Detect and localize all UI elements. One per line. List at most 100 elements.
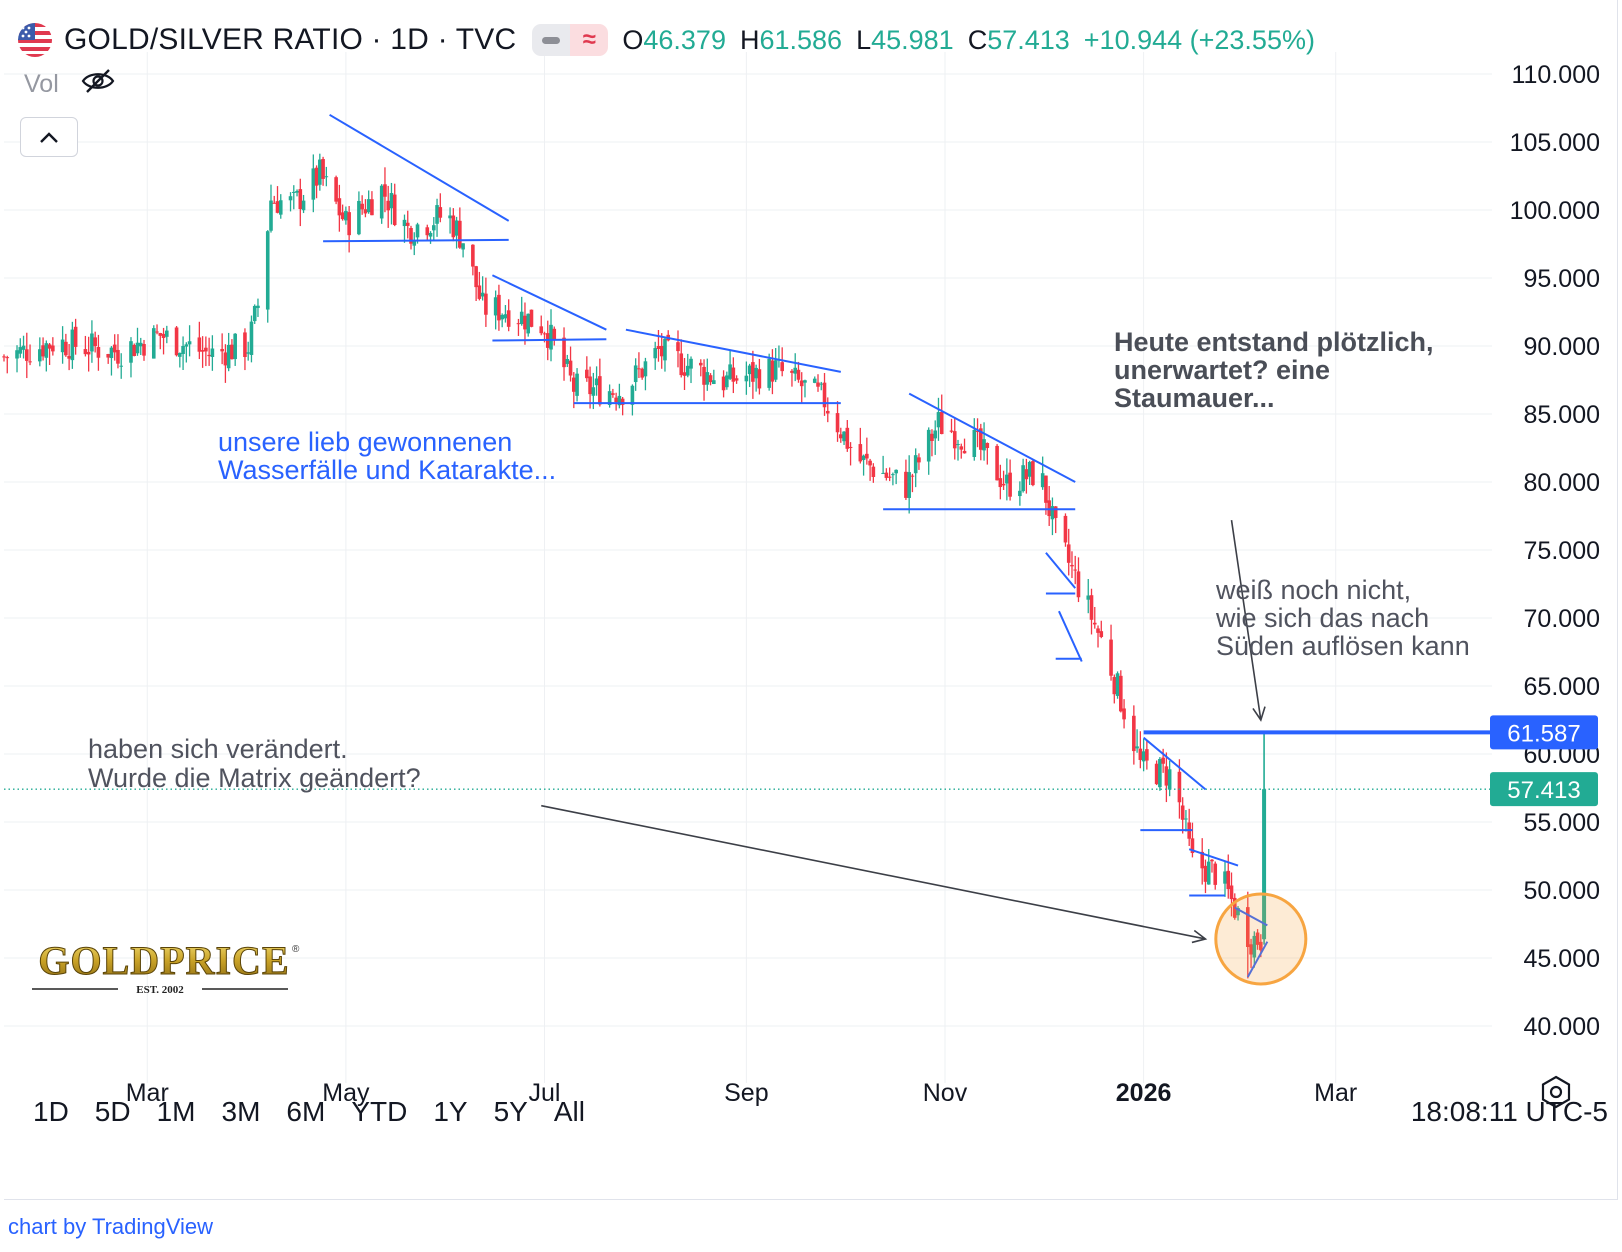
candle-body bbox=[865, 453, 869, 459]
candle-body bbox=[1047, 500, 1051, 517]
candle-body bbox=[617, 395, 622, 406]
candle-body bbox=[568, 360, 573, 376]
candle-body bbox=[1210, 859, 1214, 862]
range-button-1y[interactable]: 1Y bbox=[433, 1096, 468, 1127]
candle-body bbox=[985, 442, 990, 449]
candle-body bbox=[868, 460, 872, 466]
x-tick-label: Sep bbox=[724, 1079, 768, 1107]
candle-body bbox=[181, 345, 185, 354]
goldprice-logo: GOLDPRICE ® EST. 2002 bbox=[30, 938, 300, 996]
candle-body bbox=[705, 372, 710, 385]
candle-body bbox=[751, 362, 755, 382]
candle-body bbox=[249, 321, 254, 355]
candle-body bbox=[979, 428, 983, 450]
range-button-6m[interactable]: 6M bbox=[286, 1096, 326, 1127]
candle-body bbox=[220, 348, 224, 352]
trendlines[interactable] bbox=[323, 113, 1492, 978]
candle-body bbox=[344, 210, 348, 221]
symbol-title[interactable]: GOLD/SILVER RATIO · 1D · TVC bbox=[64, 23, 517, 56]
candle-body bbox=[1213, 863, 1218, 885]
candle-body bbox=[109, 347, 114, 359]
candle-body bbox=[428, 232, 433, 237]
candle-body bbox=[542, 333, 547, 335]
candle-body bbox=[685, 365, 690, 376]
candle-body bbox=[73, 326, 78, 347]
price-tag-box bbox=[1490, 772, 1598, 807]
approx-icon[interactable]: ≈ bbox=[570, 24, 609, 56]
candle-body bbox=[689, 358, 693, 369]
axis-settings-icon[interactable] bbox=[1541, 1075, 1571, 1109]
candle-body bbox=[379, 185, 384, 219]
candle-body bbox=[1005, 474, 1009, 484]
candle-body bbox=[698, 362, 703, 366]
candle-body bbox=[161, 333, 166, 338]
candle-body bbox=[70, 329, 75, 361]
candle-body bbox=[796, 369, 801, 380]
candle-body bbox=[28, 361, 32, 363]
tradingview-credit[interactable]: chart by TradingView bbox=[8, 1214, 214, 1239]
candle-body bbox=[272, 202, 277, 204]
candle-body bbox=[565, 358, 570, 364]
candle-body bbox=[207, 354, 211, 357]
candle-body bbox=[519, 311, 524, 325]
highlight-circle[interactable] bbox=[1214, 892, 1308, 986]
candle-body bbox=[226, 344, 231, 369]
candle-body bbox=[311, 168, 316, 200]
x-tick-label: Mar bbox=[126, 1079, 169, 1107]
range-button-all[interactable]: All bbox=[553, 1096, 585, 1127]
candle-body bbox=[1138, 748, 1143, 760]
candle-body bbox=[412, 241, 417, 246]
y-tick-label: 45.000 bbox=[1524, 945, 1600, 973]
range-button-5y[interactable]: 5Y bbox=[493, 1096, 528, 1127]
arrows[interactable] bbox=[541, 519, 1266, 944]
range-button-1m[interactable]: 1M bbox=[156, 1096, 196, 1127]
arrow-head bbox=[1252, 706, 1266, 722]
candle-body bbox=[630, 385, 635, 405]
trendline bbox=[492, 338, 607, 342]
eye-off-icon[interactable] bbox=[81, 68, 115, 101]
ohlc-open: O46.379 bbox=[622, 25, 726, 56]
candle-body bbox=[1122, 708, 1126, 720]
x-tick-label: May bbox=[322, 1079, 370, 1107]
clock: 18:08:11 UTC-5 bbox=[1410, 1096, 1608, 1127]
candle-body bbox=[2, 356, 6, 358]
trendline bbox=[1142, 736, 1207, 791]
ohlc-open-key: O bbox=[622, 24, 644, 55]
candle-body bbox=[135, 342, 140, 354]
candle-body bbox=[637, 368, 641, 370]
candle-body bbox=[1145, 749, 1149, 761]
chevron-up-icon bbox=[39, 123, 59, 151]
candle-body bbox=[301, 200, 306, 211]
candle-body bbox=[861, 455, 866, 460]
range-button-3m[interactable]: 3M bbox=[221, 1096, 261, 1127]
candle-body bbox=[939, 412, 944, 435]
candle-body bbox=[503, 314, 508, 319]
chart-type-pill[interactable]: ≈ bbox=[532, 24, 609, 56]
candle-body bbox=[295, 190, 299, 193]
candle-body bbox=[337, 198, 342, 216]
x-tick-label: Nov bbox=[923, 1079, 968, 1107]
candle-body bbox=[887, 476, 892, 478]
candle-body bbox=[386, 200, 391, 211]
y-tick-label: 105.000 bbox=[1510, 129, 1600, 157]
candle-body bbox=[523, 315, 527, 330]
collapse-legend-button[interactable] bbox=[20, 117, 78, 157]
candles bbox=[2, 153, 1267, 979]
trendline bbox=[625, 328, 841, 373]
candle-body bbox=[1132, 715, 1136, 752]
candle-body bbox=[1096, 628, 1100, 633]
candle-body bbox=[633, 365, 638, 383]
range-button-ytd[interactable]: YTD bbox=[351, 1096, 408, 1127]
volume-indicator[interactable]: Vol bbox=[24, 68, 115, 101]
candle-body bbox=[1070, 564, 1074, 567]
price-tag-label: 61.587 bbox=[1507, 720, 1580, 747]
candle-body bbox=[770, 360, 775, 382]
candle-body bbox=[962, 450, 967, 454]
minus-icon[interactable] bbox=[532, 24, 571, 56]
y-tick-label: 75.000 bbox=[1524, 537, 1600, 565]
range-button-5d[interactable]: 5D bbox=[94, 1096, 131, 1127]
candle-body bbox=[1236, 908, 1240, 916]
range-button-1d[interactable]: 1D bbox=[33, 1096, 69, 1127]
candle-body bbox=[708, 375, 713, 383]
